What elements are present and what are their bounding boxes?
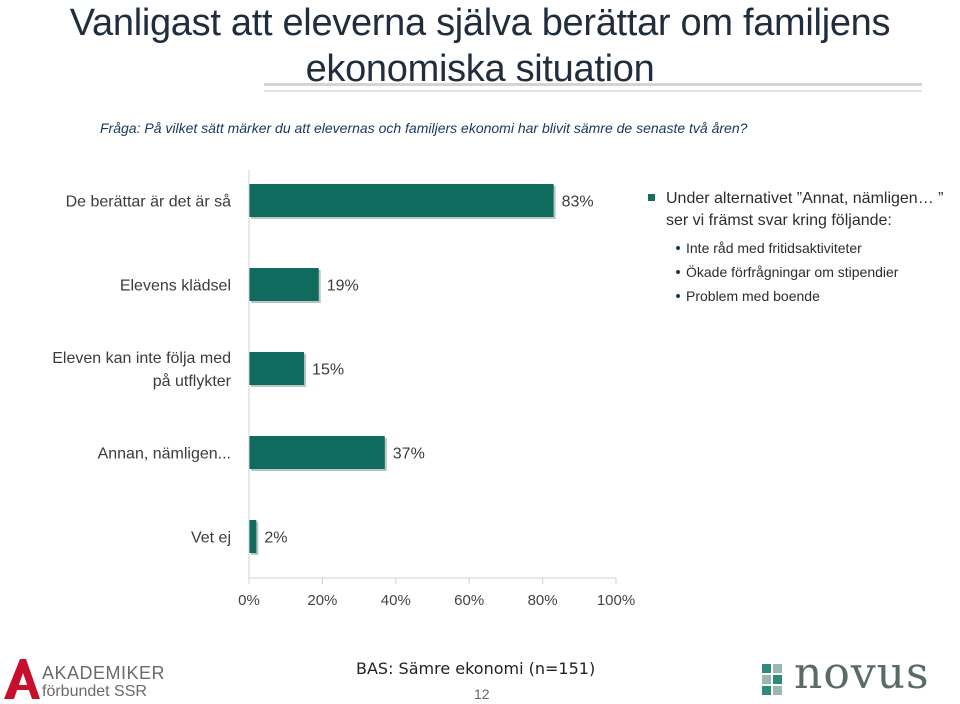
- bar: [249, 436, 385, 469]
- x-tick-label: 100%: [597, 592, 635, 609]
- note-item-text: Ökade förfrågningar om stipendier: [686, 264, 899, 280]
- x-tick-label: 40%: [381, 592, 411, 609]
- logo-text-line-2: förbundet SSR: [42, 683, 147, 700]
- slide-title: Vanligast att eleverna själva berättar o…: [0, 0, 960, 92]
- novus-logo: novus: [758, 648, 958, 700]
- x-tick-label: 20%: [307, 592, 337, 609]
- akademiker-mark-icon: [4, 659, 40, 699]
- value-label: 2%: [264, 530, 287, 547]
- title-divider-secondary: [264, 90, 922, 92]
- bar: [249, 520, 257, 553]
- note-item: Inte råd med fritidsaktiviteter: [676, 236, 958, 260]
- category-label: Annan, nämligen...: [98, 446, 231, 463]
- annan-note: Under alternativet ”Annat, nämligen… ” s…: [648, 188, 958, 308]
- category-label: på utflykter: [153, 372, 232, 390]
- note-item-text: Problem med boende: [686, 288, 820, 304]
- category-label: De berättar är det är så: [66, 193, 232, 211]
- note-item-text: Inte råd med fritidsaktiviteter: [686, 240, 862, 256]
- logo-square-icon: [773, 664, 782, 673]
- logo-square-icon: [762, 675, 771, 684]
- square-bullet-icon: [648, 194, 655, 201]
- note-main-text: Under alternativet ”Annat, nämligen… ” s…: [666, 190, 944, 229]
- logo-text-line-1: AKADEMIKER: [42, 663, 166, 683]
- x-tick-label: 0%: [238, 592, 260, 609]
- logo-square-icon: [762, 664, 771, 673]
- dot-bullet-icon: [676, 246, 680, 250]
- value-label: 15%: [312, 362, 344, 379]
- title-line-1: Vanligast att eleverna själva berättar o…: [69, 2, 891, 44]
- value-label: 37%: [393, 446, 425, 463]
- survey-question: Fråga: På vilket sätt märker du att elev…: [100, 120, 748, 136]
- bar-chart: 83% De berättar är det är så 19% Elevens kl…: [52, 170, 635, 609]
- logo-square-icon: [762, 686, 771, 695]
- logo-wordmark: novus: [794, 648, 930, 699]
- value-label: 19%: [327, 278, 359, 295]
- logo-square-icon: [773, 675, 782, 684]
- category-label: Eleven kan inte följa med: [52, 350, 231, 367]
- dot-bullet-icon: [676, 270, 680, 274]
- value-label: 83%: [562, 194, 594, 211]
- bar: [249, 352, 305, 385]
- category-label: Elevens klädsel: [120, 278, 231, 295]
- bar: [249, 184, 554, 217]
- page-number: 12: [474, 686, 490, 702]
- akademikerforbundet-logo: AKADEMIKER förbundet SSR: [2, 655, 165, 703]
- note-list: Inte råd med fritidsaktiviteter Ökade fö…: [648, 236, 958, 308]
- dot-bullet-icon: [676, 294, 680, 298]
- base-note: BAS: Sämre ekonomi (n=151): [356, 659, 596, 678]
- x-tick-label: 80%: [528, 592, 558, 609]
- note-item: Problem med boende: [676, 284, 958, 308]
- x-tick-label: 60%: [454, 592, 484, 609]
- title-divider: [264, 83, 922, 86]
- logo-square-icon: [773, 686, 782, 695]
- category-label: Vet ej: [191, 530, 231, 547]
- bar: [249, 268, 319, 301]
- note-item: Ökade förfrågningar om stipendier: [676, 260, 958, 284]
